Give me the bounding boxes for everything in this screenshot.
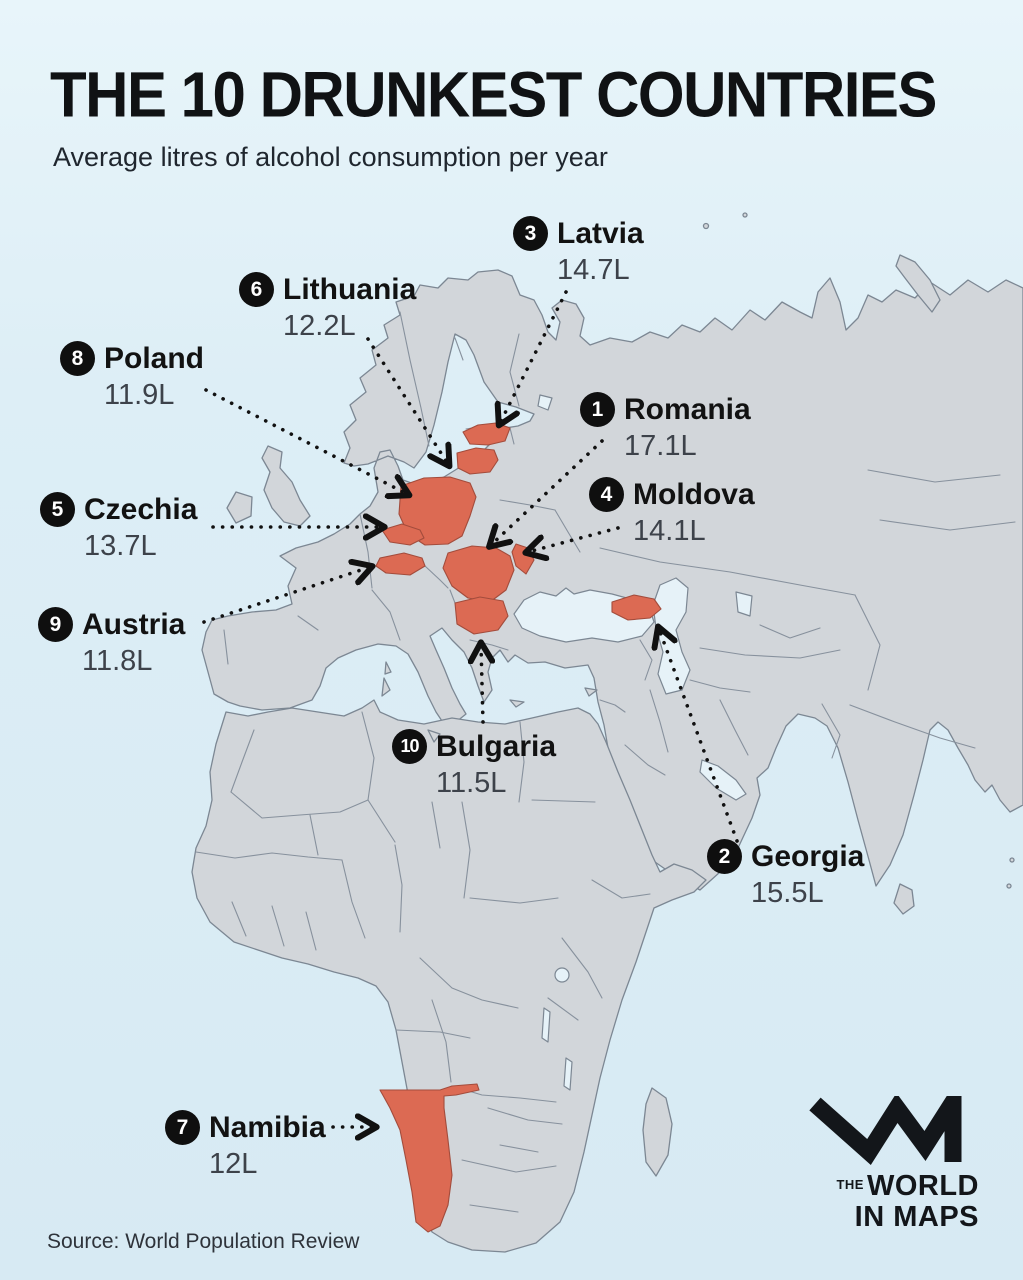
world-in-maps-logo: THE WORLD IN MAPS [749, 1096, 979, 1232]
country-name: Bulgaria [436, 729, 557, 763]
island-andaman-2 [1006, 883, 1012, 889]
map-label-czechia: 5 Czechia 13.7L [40, 492, 197, 563]
rank-badge: 6 [239, 272, 274, 307]
lake-ladoga [537, 394, 553, 411]
country-name: Lithuania [283, 272, 417, 306]
logo-text-line1: THE WORLD [836, 1170, 979, 1202]
consumption-value: 12L [209, 1148, 258, 1180]
country-name: Romania [624, 392, 751, 426]
lake-tanganyika [541, 1007, 551, 1043]
island-madagascar [642, 1087, 673, 1177]
map-label-latvia: 3 Latvia 14.7L [513, 216, 644, 287]
consumption-value: 14.7L [557, 254, 630, 286]
island-crete [509, 699, 525, 708]
world-in-maps-logo-mark [809, 1096, 962, 1165]
page-subtitle: Average litres of alcohol consumption pe… [53, 142, 608, 172]
island-sri-lanka [893, 883, 915, 915]
country-name: Czechia [84, 492, 198, 526]
arrow-to-georgia [659, 629, 739, 843]
arrow-to-romania [491, 439, 604, 545]
rank-badge: 10 [392, 729, 427, 764]
highlight-austria [375, 552, 426, 576]
map-label-bulgaria: 10 Bulgaria 11.5L [392, 729, 556, 800]
map-label-namibia: 7 Namibia 12L [165, 1110, 326, 1181]
island-speck-2 [742, 212, 748, 218]
arrow-to-moldova [528, 526, 620, 552]
consumption-value: 12.2L [283, 310, 356, 342]
lake-victoria [554, 967, 570, 983]
country-borders [195, 311, 1016, 1213]
highlight-bulgaria [454, 596, 509, 635]
island-novaya-zemlya [895, 254, 941, 313]
rank-badge: 1 [580, 392, 615, 427]
country-name: Poland [104, 341, 205, 375]
consumption-value: 11.8L [82, 645, 153, 677]
island-corsica [384, 661, 392, 675]
logo-text-the: THE [836, 1177, 864, 1192]
highlight-georgia [611, 594, 662, 621]
rank-badge: 9 [38, 607, 73, 642]
map-label-georgia: 2 Georgia 15.5L [707, 839, 864, 910]
highlight-lithuania [456, 447, 499, 475]
lake-malawi [563, 1057, 573, 1091]
island-ireland [226, 491, 253, 524]
country-name: Namibia [209, 1110, 326, 1144]
island-speck-1 [702, 222, 710, 230]
map-label-romania: 1 Romania 17.1L [580, 392, 751, 463]
country-name: Latvia [557, 216, 644, 250]
island-great-britain [261, 445, 311, 527]
highlight-latvia [462, 422, 511, 446]
country-name: Austria [82, 607, 186, 641]
consumption-value: 11.5L [436, 767, 507, 799]
island-sardinia [381, 677, 391, 697]
aral-sea [735, 591, 753, 617]
rank-badge: 7 [165, 1110, 200, 1145]
map-label-moldova: 4 Moldova 14.1L [589, 477, 755, 548]
highlight-namibia [379, 1083, 480, 1233]
landmass-africa [191, 699, 707, 1253]
arrow-to-lithuania [366, 337, 448, 464]
consumption-value: 13.7L [84, 530, 157, 562]
island-andaman-1 [1009, 857, 1015, 863]
logo-text-line2: IN MAPS [854, 1201, 979, 1233]
country-name: Georgia [751, 839, 865, 873]
source-note: Source: World Population Review [47, 1230, 360, 1253]
rank-badge: 3 [513, 216, 548, 251]
map-label-poland: 8 Poland 11.9L [60, 341, 204, 412]
rank-badge: 5 [40, 492, 75, 527]
consumption-value: 14.1L [633, 515, 706, 547]
country-name: Moldova [633, 477, 755, 511]
rank-badge: 2 [707, 839, 742, 874]
map-label-austria: 9 Austria 11.8L [38, 607, 185, 678]
rank-badge: 8 [60, 341, 95, 376]
arrow-to-poland [204, 388, 407, 494]
map-label-lithuania: 6 Lithuania 12.2L [239, 272, 416, 343]
island-sicily [427, 729, 441, 743]
consumption-value: 15.5L [751, 877, 824, 909]
rank-badge: 4 [589, 477, 624, 512]
arrow-to-austria [202, 567, 370, 624]
consumption-value: 11.9L [104, 379, 175, 411]
highlight-czechia [381, 523, 425, 546]
island-cyprus [584, 687, 598, 697]
arrow-to-bulgaria [481, 645, 483, 724]
page-title: THE 10 DRUNKEST COUNTRIES [50, 59, 937, 131]
consumption-value: 17.1L [624, 430, 697, 462]
